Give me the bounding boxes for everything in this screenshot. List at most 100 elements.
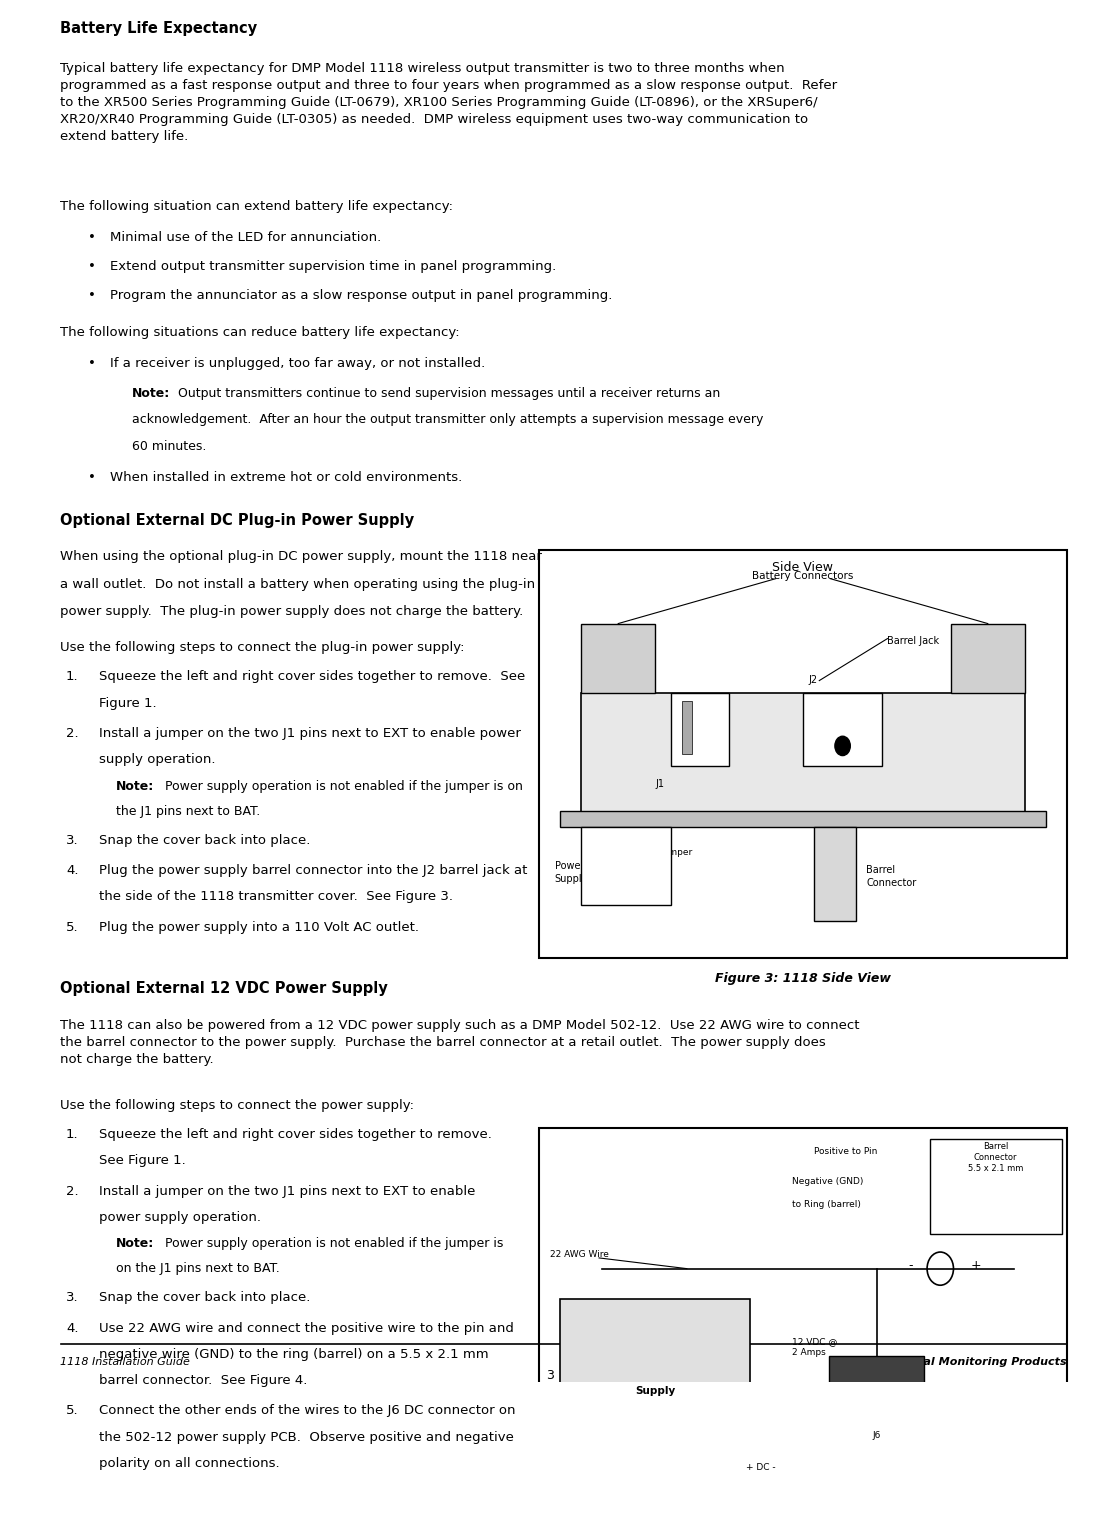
Text: 1.: 1. <box>66 1129 78 1141</box>
Text: Note:: Note: <box>116 1238 154 1250</box>
Text: Extend output transmitter supervision time in panel programming.: Extend output transmitter supervision ti… <box>110 260 557 272</box>
Bar <box>581 693 1025 816</box>
Text: Install a jumper on the two J1 pins next to EXT to enable: Install a jumper on the two J1 pins next… <box>99 1185 475 1198</box>
Text: Typical battery life expectancy for DMP Model 1118 wireless output transmitter i: Typical battery life expectancy for DMP … <box>60 62 837 144</box>
Text: Use the following steps to connect the plug-in power supply:: Use the following steps to connect the p… <box>60 642 465 655</box>
Bar <box>803 693 882 766</box>
Text: barrel connector.  See Figure 4.: barrel connector. See Figure 4. <box>99 1374 307 1387</box>
Text: Jumper: Jumper <box>660 847 693 856</box>
Text: Install a jumper on the two J1 pins next to EXT to enable power: Install a jumper on the two J1 pins next… <box>99 728 521 740</box>
Text: the 502-12 power supply PCB.  Observe positive and negative: the 502-12 power supply PCB. Observe pos… <box>99 1431 514 1443</box>
Bar <box>671 693 729 766</box>
Text: power supply operation.: power supply operation. <box>99 1210 261 1224</box>
Text: 3: 3 <box>546 1369 554 1381</box>
Text: •: • <box>88 231 96 244</box>
Text: Barrel
Connector: Barrel Connector <box>867 865 916 888</box>
Text: EXT  BAT: EXT BAT <box>634 823 673 832</box>
Text: If a receiver is unplugged, too far away, or not installed.: If a receiver is unplugged, too far away… <box>110 357 485 369</box>
Text: power supply.  The plug-in power supply does not charge the battery.: power supply. The plug-in power supply d… <box>60 605 524 619</box>
Text: 5.: 5. <box>66 920 78 934</box>
Text: Power
Supply: Power Supply <box>554 861 588 884</box>
Text: See Figure 1.: See Figure 1. <box>99 1154 190 1167</box>
Text: •: • <box>88 289 96 303</box>
Text: Negative (GND): Negative (GND) <box>792 1177 864 1186</box>
Text: Squeeze the left and right cover sides together to remove.: Squeeze the left and right cover sides t… <box>99 1129 492 1141</box>
Text: +: + <box>971 1259 981 1272</box>
Text: Output transmitters continue to send supervision messages until a receiver retur: Output transmitters continue to send sup… <box>174 387 720 399</box>
Bar <box>560 811 1046 828</box>
Text: The 1118 can also be powered from a 12 VDC power supply such as a DMP Model 502-: The 1118 can also be powered from a 12 V… <box>60 1018 860 1065</box>
Bar <box>539 551 1067 958</box>
Text: J6: J6 <box>872 1431 881 1440</box>
Text: J1: J1 <box>656 779 664 788</box>
Text: When installed in extreme hot or cold environments.: When installed in extreme hot or cold en… <box>110 472 462 484</box>
Bar <box>814 828 856 921</box>
Text: Digital Monitoring Products: Digital Monitoring Products <box>893 1357 1067 1368</box>
Text: Power supply operation is not enabled if the jumper is: Power supply operation is not enabled if… <box>157 1238 504 1250</box>
Text: Figure 1.: Figure 1. <box>99 696 161 710</box>
Text: 22 AWG Wire: 22 AWG Wire <box>550 1250 608 1259</box>
Bar <box>682 701 692 753</box>
Text: supply operation.: supply operation. <box>99 753 216 767</box>
Text: on the J1 pins next to BAT.: on the J1 pins next to BAT. <box>116 1262 279 1275</box>
Bar <box>560 1300 750 1471</box>
Text: 3.: 3. <box>66 1291 78 1304</box>
Text: •: • <box>88 260 96 272</box>
Text: The following situations can reduce battery life expectancy:: The following situations can reduce batt… <box>60 327 460 339</box>
Text: Program the annunciator as a slow response output in panel programming.: Program the annunciator as a slow respon… <box>110 289 613 303</box>
Text: Power supply operation is not enabled if the jumper is on: Power supply operation is not enabled if… <box>157 779 524 793</box>
Bar <box>829 1356 924 1425</box>
Text: + DC -: + DC - <box>746 1463 776 1472</box>
Text: •: • <box>88 472 96 484</box>
Text: Snap the cover back into place.: Snap the cover back into place. <box>99 1291 310 1304</box>
Text: the side of the 1118 transmitter cover.  See Figure 3.: the side of the 1118 transmitter cover. … <box>99 890 453 903</box>
Text: 502-12 Power
Supply: 502-12 Power Supply <box>615 1374 695 1396</box>
Text: Note:: Note: <box>116 779 154 793</box>
Text: 4.: 4. <box>66 1321 78 1334</box>
Text: Optional External 12 VDC Power Supply: Optional External 12 VDC Power Supply <box>60 982 388 997</box>
Text: Note:: Note: <box>132 387 170 399</box>
Text: Battery Life Expectancy: Battery Life Expectancy <box>60 21 257 36</box>
Text: 2.: 2. <box>66 728 78 740</box>
Text: negative wire (GND) to the ring (barrel) on a 5.5 x 2.1 mm: negative wire (GND) to the ring (barrel)… <box>99 1348 488 1360</box>
Text: Plug the power supply into a 110 Volt AC outlet.: Plug the power supply into a 110 Volt AC… <box>99 920 419 934</box>
Text: 1118 Installation Guide: 1118 Installation Guide <box>60 1357 190 1368</box>
Text: 60 minutes.: 60 minutes. <box>132 440 207 452</box>
Text: Positive to Pin: Positive to Pin <box>814 1147 877 1156</box>
Text: Barrel Jack: Barrel Jack <box>888 635 939 646</box>
Text: J2: J2 <box>808 675 817 685</box>
Text: •: • <box>88 357 96 369</box>
Text: Use 22 AWG wire and connect the positive wire to the pin and: Use 22 AWG wire and connect the positive… <box>99 1321 514 1334</box>
Text: The following situation can extend battery life expectancy:: The following situation can extend batte… <box>60 200 453 213</box>
Bar <box>581 623 656 693</box>
Text: 4.: 4. <box>66 864 78 878</box>
Text: 5.: 5. <box>66 1404 78 1418</box>
Bar <box>930 1139 1062 1235</box>
Text: 2.: 2. <box>66 1185 78 1198</box>
Text: Optional External DC Plug-in Power Supply: Optional External DC Plug-in Power Suppl… <box>60 513 415 528</box>
Text: Figure 3: 1118 Side View: Figure 3: 1118 Side View <box>715 971 891 985</box>
Text: Snap the cover back into place.: Snap the cover back into place. <box>99 834 310 847</box>
Text: the J1 pins next to BAT.: the J1 pins next to BAT. <box>116 805 260 817</box>
Text: Minimal use of the LED for annunciation.: Minimal use of the LED for annunciation. <box>110 231 382 244</box>
Bar <box>950 623 1025 693</box>
Text: Side View: Side View <box>772 561 834 575</box>
Text: Battery Connectors: Battery Connectors <box>752 570 854 581</box>
Text: Plug the power supply barrel connector into the J2 barrel jack at: Plug the power supply barrel connector i… <box>99 864 527 878</box>
Text: a wall outlet.  Do not install a battery when operating using the plug-in: a wall outlet. Do not install a battery … <box>60 578 536 590</box>
Text: Connect the other ends of the wires to the J6 DC connector on: Connect the other ends of the wires to t… <box>99 1404 516 1418</box>
Text: Barrel
Connector
5.5 x 2.1 mm: Barrel Connector 5.5 x 2.1 mm <box>968 1142 1023 1174</box>
Circle shape <box>835 737 850 755</box>
Text: acknowledgement.  After an hour the output transmitter only attempts a supervisi: acknowledgement. After an hour the outpu… <box>132 413 763 427</box>
Text: When using the optional plug-in DC power supply, mount the 1118 near: When using the optional plug-in DC power… <box>60 551 542 563</box>
Bar <box>581 828 671 905</box>
Text: polarity on all connections.: polarity on all connections. <box>99 1457 279 1471</box>
Text: 3.: 3. <box>66 834 78 847</box>
Text: 12 VDC @
2 Amps: 12 VDC @ 2 Amps <box>792 1337 838 1357</box>
Text: Squeeze the left and right cover sides together to remove.  See: Squeeze the left and right cover sides t… <box>99 670 526 684</box>
Text: 1.: 1. <box>66 670 78 684</box>
Bar <box>539 1129 1067 1508</box>
Text: Use the following steps to connect the power supply:: Use the following steps to connect the p… <box>60 1098 415 1112</box>
Text: -: - <box>909 1259 913 1272</box>
Text: to Ring (barrel): to Ring (barrel) <box>792 1200 861 1209</box>
